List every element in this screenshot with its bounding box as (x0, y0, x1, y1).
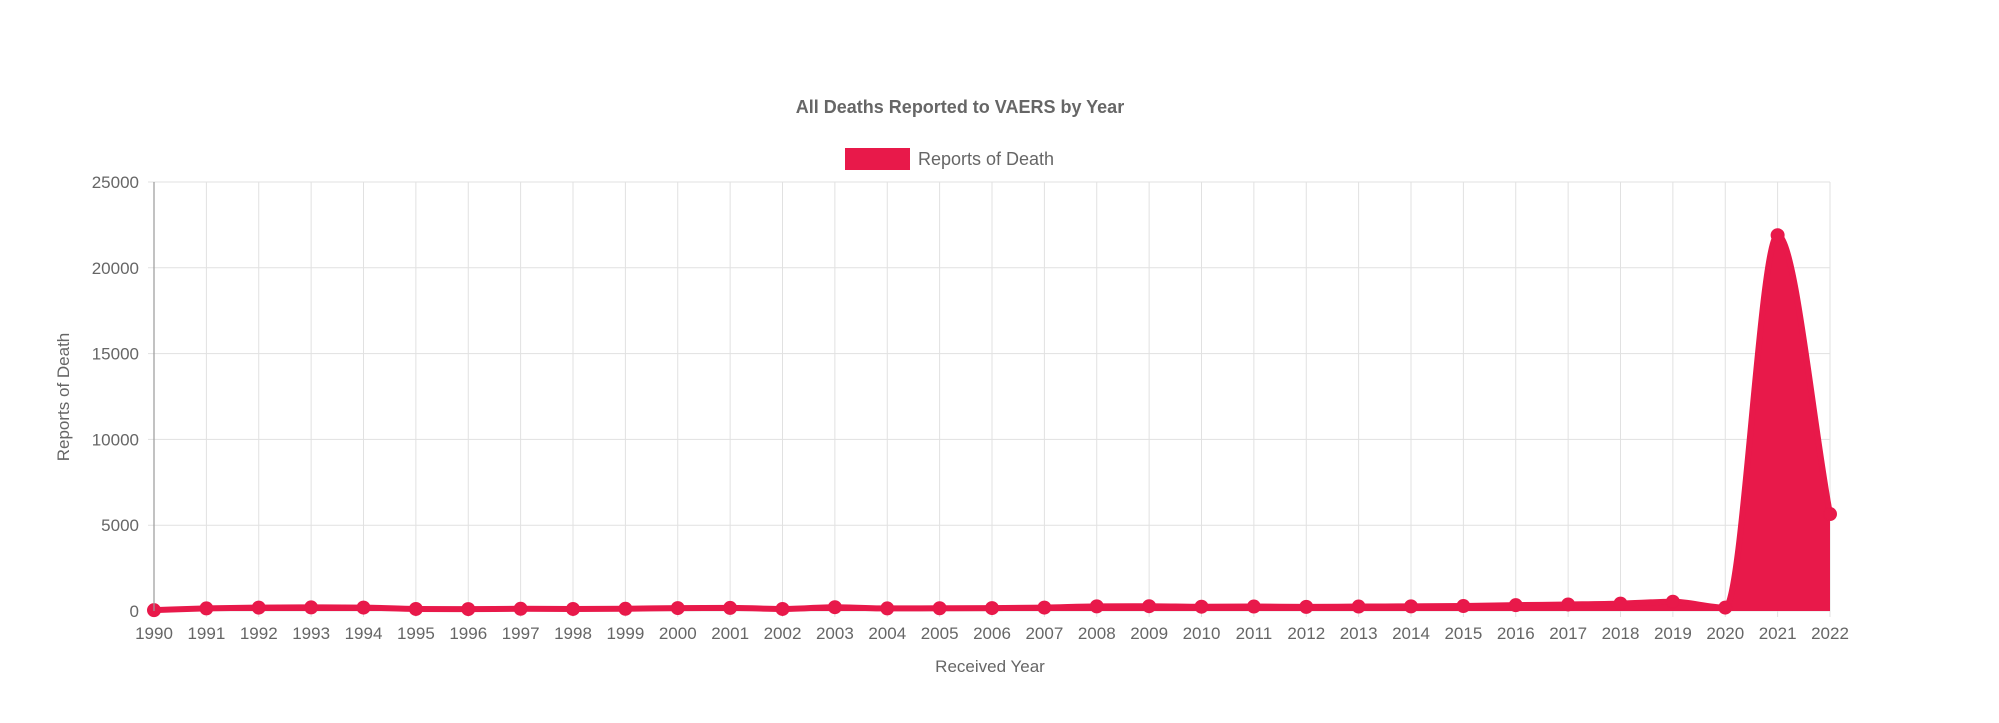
x-tick-label: 2022 (1811, 624, 1849, 643)
y-grid (148, 181, 1830, 612)
x-tick-labels: 1990 1991 1992 1993 1994 1995 1996 1997 1998 1999… (135, 624, 1849, 643)
data-point[interactable] (932, 601, 947, 616)
data-point[interactable] (618, 601, 633, 616)
x-tick-label: 2008 (1078, 624, 1116, 643)
x-tick-label: 1991 (187, 624, 225, 643)
x-tick-label: 2017 (1549, 624, 1587, 643)
data-point[interactable] (199, 601, 214, 616)
x-tick-label: 1995 (397, 624, 435, 643)
x-tick-label: 2014 (1392, 624, 1430, 643)
data-point[interactable] (408, 601, 423, 616)
data-point[interactable] (1561, 597, 1576, 612)
data-point[interactable] (1246, 599, 1261, 614)
y-tick-label: 15000 (92, 345, 139, 364)
x-tick-label: 2007 (1025, 624, 1063, 643)
data-point[interactable] (1351, 599, 1366, 614)
x-tick-label: 1997 (502, 624, 540, 643)
data-point[interactable] (1770, 228, 1785, 243)
x-tick-label: 2006 (973, 624, 1011, 643)
data-points (147, 228, 1837, 618)
data-point[interactable] (1718, 600, 1733, 615)
x-tick-label: 2000 (659, 624, 697, 643)
legend-swatch (845, 148, 910, 170)
data-point[interactable] (1404, 599, 1418, 614)
x-tick-label: 1992 (240, 624, 278, 643)
data-point[interactable] (1665, 594, 1680, 609)
data-point[interactable] (1142, 599, 1157, 614)
x-tick-label: 2012 (1287, 624, 1325, 643)
y-tick-label: 25000 (92, 173, 139, 192)
x-tick-label: 2001 (711, 624, 749, 643)
x-tick-label: 2002 (764, 624, 802, 643)
x-tick-label: 1994 (345, 624, 383, 643)
data-point[interactable] (1823, 507, 1837, 522)
x-tick-label: 2015 (1444, 624, 1482, 643)
x-grid (153, 182, 1831, 617)
x-tick-label: 2018 (1602, 624, 1640, 643)
chart-title: All Deaths Reported to VAERS by Year (796, 97, 1124, 117)
x-tick-label: 1993 (292, 624, 330, 643)
data-point[interactable] (985, 601, 999, 616)
data-point[interactable] (1089, 599, 1104, 614)
x-tick-label: 1998 (554, 624, 592, 643)
x-tick-label: 2020 (1706, 624, 1744, 643)
legend[interactable]: Reports of Death (845, 148, 1054, 170)
x-tick-label: 1999 (606, 624, 644, 643)
data-point[interactable] (461, 602, 476, 617)
data-point[interactable] (775, 601, 790, 616)
y-tick-labels: 0 5000 10000 15000 20000 25000 (92, 173, 139, 621)
data-point[interactable] (1456, 599, 1471, 614)
data-point[interactable] (356, 600, 371, 615)
x-tick-label: 2005 (921, 624, 959, 643)
data-point[interactable] (880, 601, 895, 616)
data-point[interactable] (513, 601, 528, 616)
data-point[interactable] (827, 600, 842, 615)
legend-label: Reports of Death (918, 149, 1054, 169)
data-point[interactable] (1037, 600, 1052, 615)
y-axis-title: Reports of Death (54, 333, 73, 462)
x-tick-label: 2021 (1759, 624, 1797, 643)
x-tick-label: 2004 (868, 624, 906, 643)
y-tick-label: 0 (130, 602, 139, 621)
data-point[interactable] (566, 601, 580, 616)
x-tick-label: 2009 (1130, 624, 1168, 643)
data-point[interactable] (1299, 599, 1314, 614)
y-tick-label: 5000 (101, 516, 139, 535)
x-axis-title: Received Year (935, 657, 1045, 676)
x-tick-label: 1996 (449, 624, 487, 643)
x-tick-label: 1990 (135, 624, 173, 643)
data-point[interactable] (304, 600, 319, 615)
y-tick-label: 20000 (92, 259, 139, 278)
x-tick-label: 2011 (1236, 624, 1273, 643)
data-point[interactable] (1613, 596, 1628, 611)
y-tick-label: 10000 (92, 430, 139, 449)
data-point[interactable] (723, 600, 738, 615)
data-point[interactable] (1508, 598, 1523, 613)
data-point[interactable] (670, 601, 685, 616)
x-tick-label: 2019 (1654, 624, 1692, 643)
x-tick-label: 2003 (816, 624, 854, 643)
x-tick-label: 2010 (1183, 624, 1221, 643)
data-point[interactable] (251, 600, 266, 615)
data-point[interactable] (1194, 599, 1209, 614)
x-tick-label: 2016 (1497, 624, 1535, 643)
x-tick-label: 2013 (1340, 624, 1378, 643)
